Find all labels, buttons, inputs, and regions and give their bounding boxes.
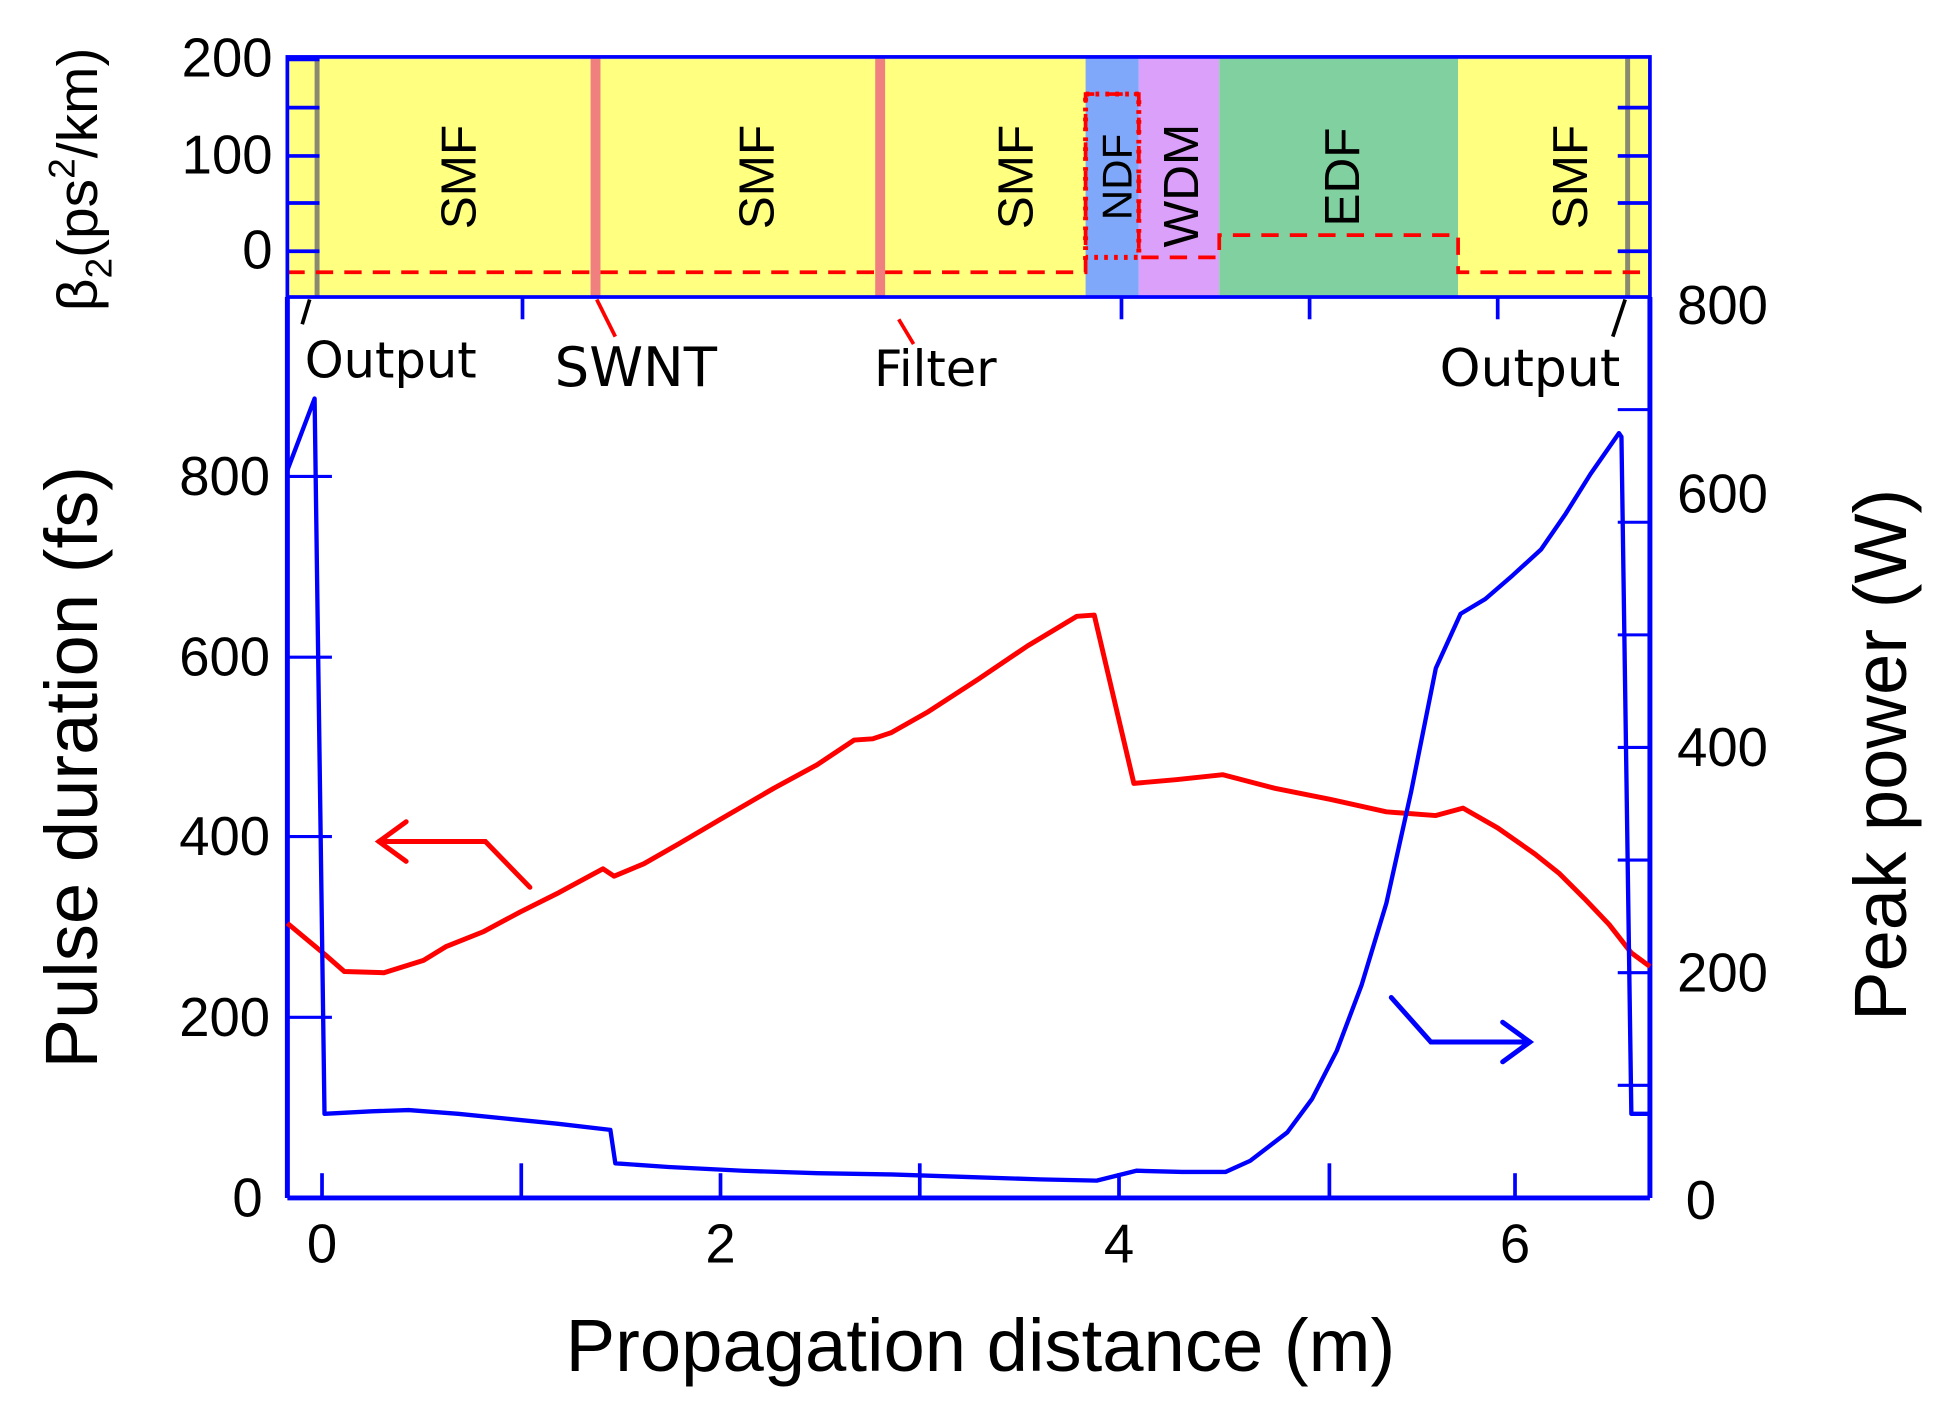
top-panel-yticks <box>287 57 1650 320</box>
x-axis-title: Propagation distance (m) <box>566 1304 1396 1387</box>
marker-filter-line <box>875 56 886 298</box>
right-yticks <box>1617 408 1650 1087</box>
segment-smf-2 <box>589 56 877 298</box>
left-ytick-0: 0 <box>232 1168 262 1229</box>
segment-smf-4 <box>1458 56 1650 298</box>
segment-label-smf-4: SMF <box>1543 125 1598 230</box>
segment-label-smf-1: SMF <box>431 125 486 230</box>
fiber-segment-panel: SMF SMF SMF NDF WDM EDF SMF 200 100 0 <box>41 28 1652 320</box>
right-y-axis-title: Peak power (W) <box>1839 489 1922 1021</box>
segment-label-wdm: WDM <box>1154 124 1209 248</box>
right-ytick-400: 400 <box>1677 717 1768 778</box>
xtick-6: 6 <box>1500 1213 1530 1274</box>
segment-label-edf: EDF <box>1315 127 1370 226</box>
top-panel-frame <box>285 55 1652 299</box>
right-axis-arrow-icon <box>1388 994 1535 1065</box>
marker-output-right: Output <box>1440 339 1621 399</box>
xtick-0: 0 <box>307 1213 337 1274</box>
top-y-axis-title: β2(ps2/km) <box>41 48 120 312</box>
left-ytick-600: 600 <box>179 627 270 688</box>
main-plot: 800 600 400 200 0 800 600 400 200 0 0 2 … <box>179 275 1768 1274</box>
marker-output-right-line <box>1625 56 1631 298</box>
x-ticks <box>320 1163 1517 1198</box>
filter-pointer <box>897 318 916 345</box>
marker-swnt: SWNT <box>555 335 718 399</box>
right-ytick-600: 600 <box>1677 463 1768 524</box>
left-yticks <box>287 474 332 1019</box>
left-y-axis-title: Pulse duration (fs) <box>30 466 113 1069</box>
xtick-4: 4 <box>1104 1213 1134 1274</box>
xtick-2: 2 <box>705 1213 735 1274</box>
segment-smf-1 <box>287 56 590 298</box>
top-ytick-200: 200 <box>182 28 273 89</box>
marker-swnt-line <box>590 56 601 298</box>
output-right-pointer <box>1611 298 1627 338</box>
pulse-duration-line <box>285 612 1652 976</box>
top-ytick-0: 0 <box>242 220 272 281</box>
peak-power-line <box>285 396 1650 1183</box>
left-ytick-200: 200 <box>179 987 270 1048</box>
left-ytick-800: 800 <box>179 446 270 507</box>
beta2-profile-line <box>287 92 1650 275</box>
segment-smf-3 <box>876 56 1086 298</box>
right-ytick-200: 200 <box>1677 942 1768 1003</box>
segment-label-smf-2: SMF <box>730 125 785 230</box>
right-ytick-0: 0 <box>1686 1170 1716 1231</box>
right-ytick-800: 800 <box>1677 275 1768 336</box>
swnt-pointer <box>595 298 617 338</box>
marker-filter: Filter <box>874 340 997 398</box>
marker-output-left: Output <box>305 331 477 389</box>
component-markers: Output SWNT Filter Output <box>300 298 1627 399</box>
marker-output-left-line <box>314 56 320 298</box>
output-left-pointer <box>300 298 312 325</box>
left-axis-arrow-icon <box>374 819 533 890</box>
segment-edf <box>1219 56 1459 298</box>
segment-label-smf-3: SMF <box>988 125 1043 230</box>
left-ytick-400: 400 <box>179 806 270 867</box>
top-ytick-100: 100 <box>182 124 273 185</box>
segment-label-ndf: NDF <box>1093 134 1140 220</box>
